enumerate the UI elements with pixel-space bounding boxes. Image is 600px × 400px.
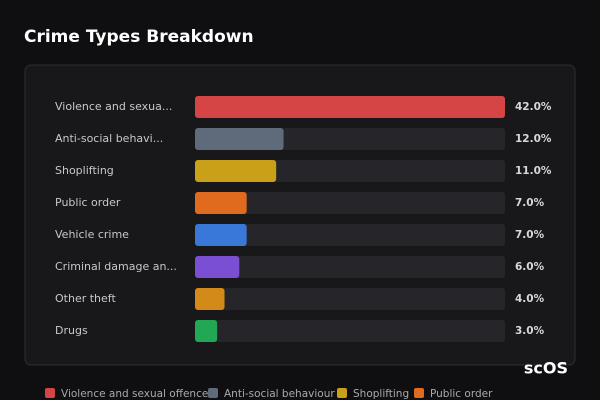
bar [195,192,247,214]
legend-label: Anti-social behaviour [224,388,335,400]
bar-track [195,256,505,278]
value-label: 7.0% [515,197,545,209]
value-label: 12.0% [515,133,552,145]
category-label: Violence and sexua... [55,100,172,113]
legend-swatch [45,388,55,398]
bar-track [195,288,505,310]
bar [195,256,240,278]
legend-swatch [414,388,424,398]
category-label: Criminal damage an... [55,260,177,273]
bar [195,128,284,150]
bar-track [195,320,505,342]
category-label: Vehicle crime [55,228,129,241]
value-label: 4.0% [515,293,545,305]
legend-swatch [337,388,347,398]
category-label: Other theft [55,292,116,305]
bar [195,320,218,342]
watermark: scOS [524,359,568,378]
legend-label: Public order [430,388,493,400]
value-label: 3.0% [515,325,545,337]
category-label: Drugs [55,324,88,337]
value-label: 42.0% [515,101,552,113]
value-label: 6.0% [515,261,545,273]
bar [195,224,247,246]
bar [195,96,505,118]
category-label: Public order [55,196,121,209]
legend-label: Violence and sexual offences [61,388,214,400]
chart-title: Crime Types Breakdown [24,27,254,47]
category-label: Shoplifting [55,164,114,177]
bar-track [195,192,505,214]
bar [195,160,277,182]
value-label: 11.0% [515,165,552,177]
legend-swatch [208,388,218,398]
category-label: Anti-social behavi... [55,132,163,145]
legend-label: Shoplifting [353,388,409,400]
bar [195,288,225,310]
value-label: 7.0% [515,229,545,241]
bar-track [195,224,505,246]
